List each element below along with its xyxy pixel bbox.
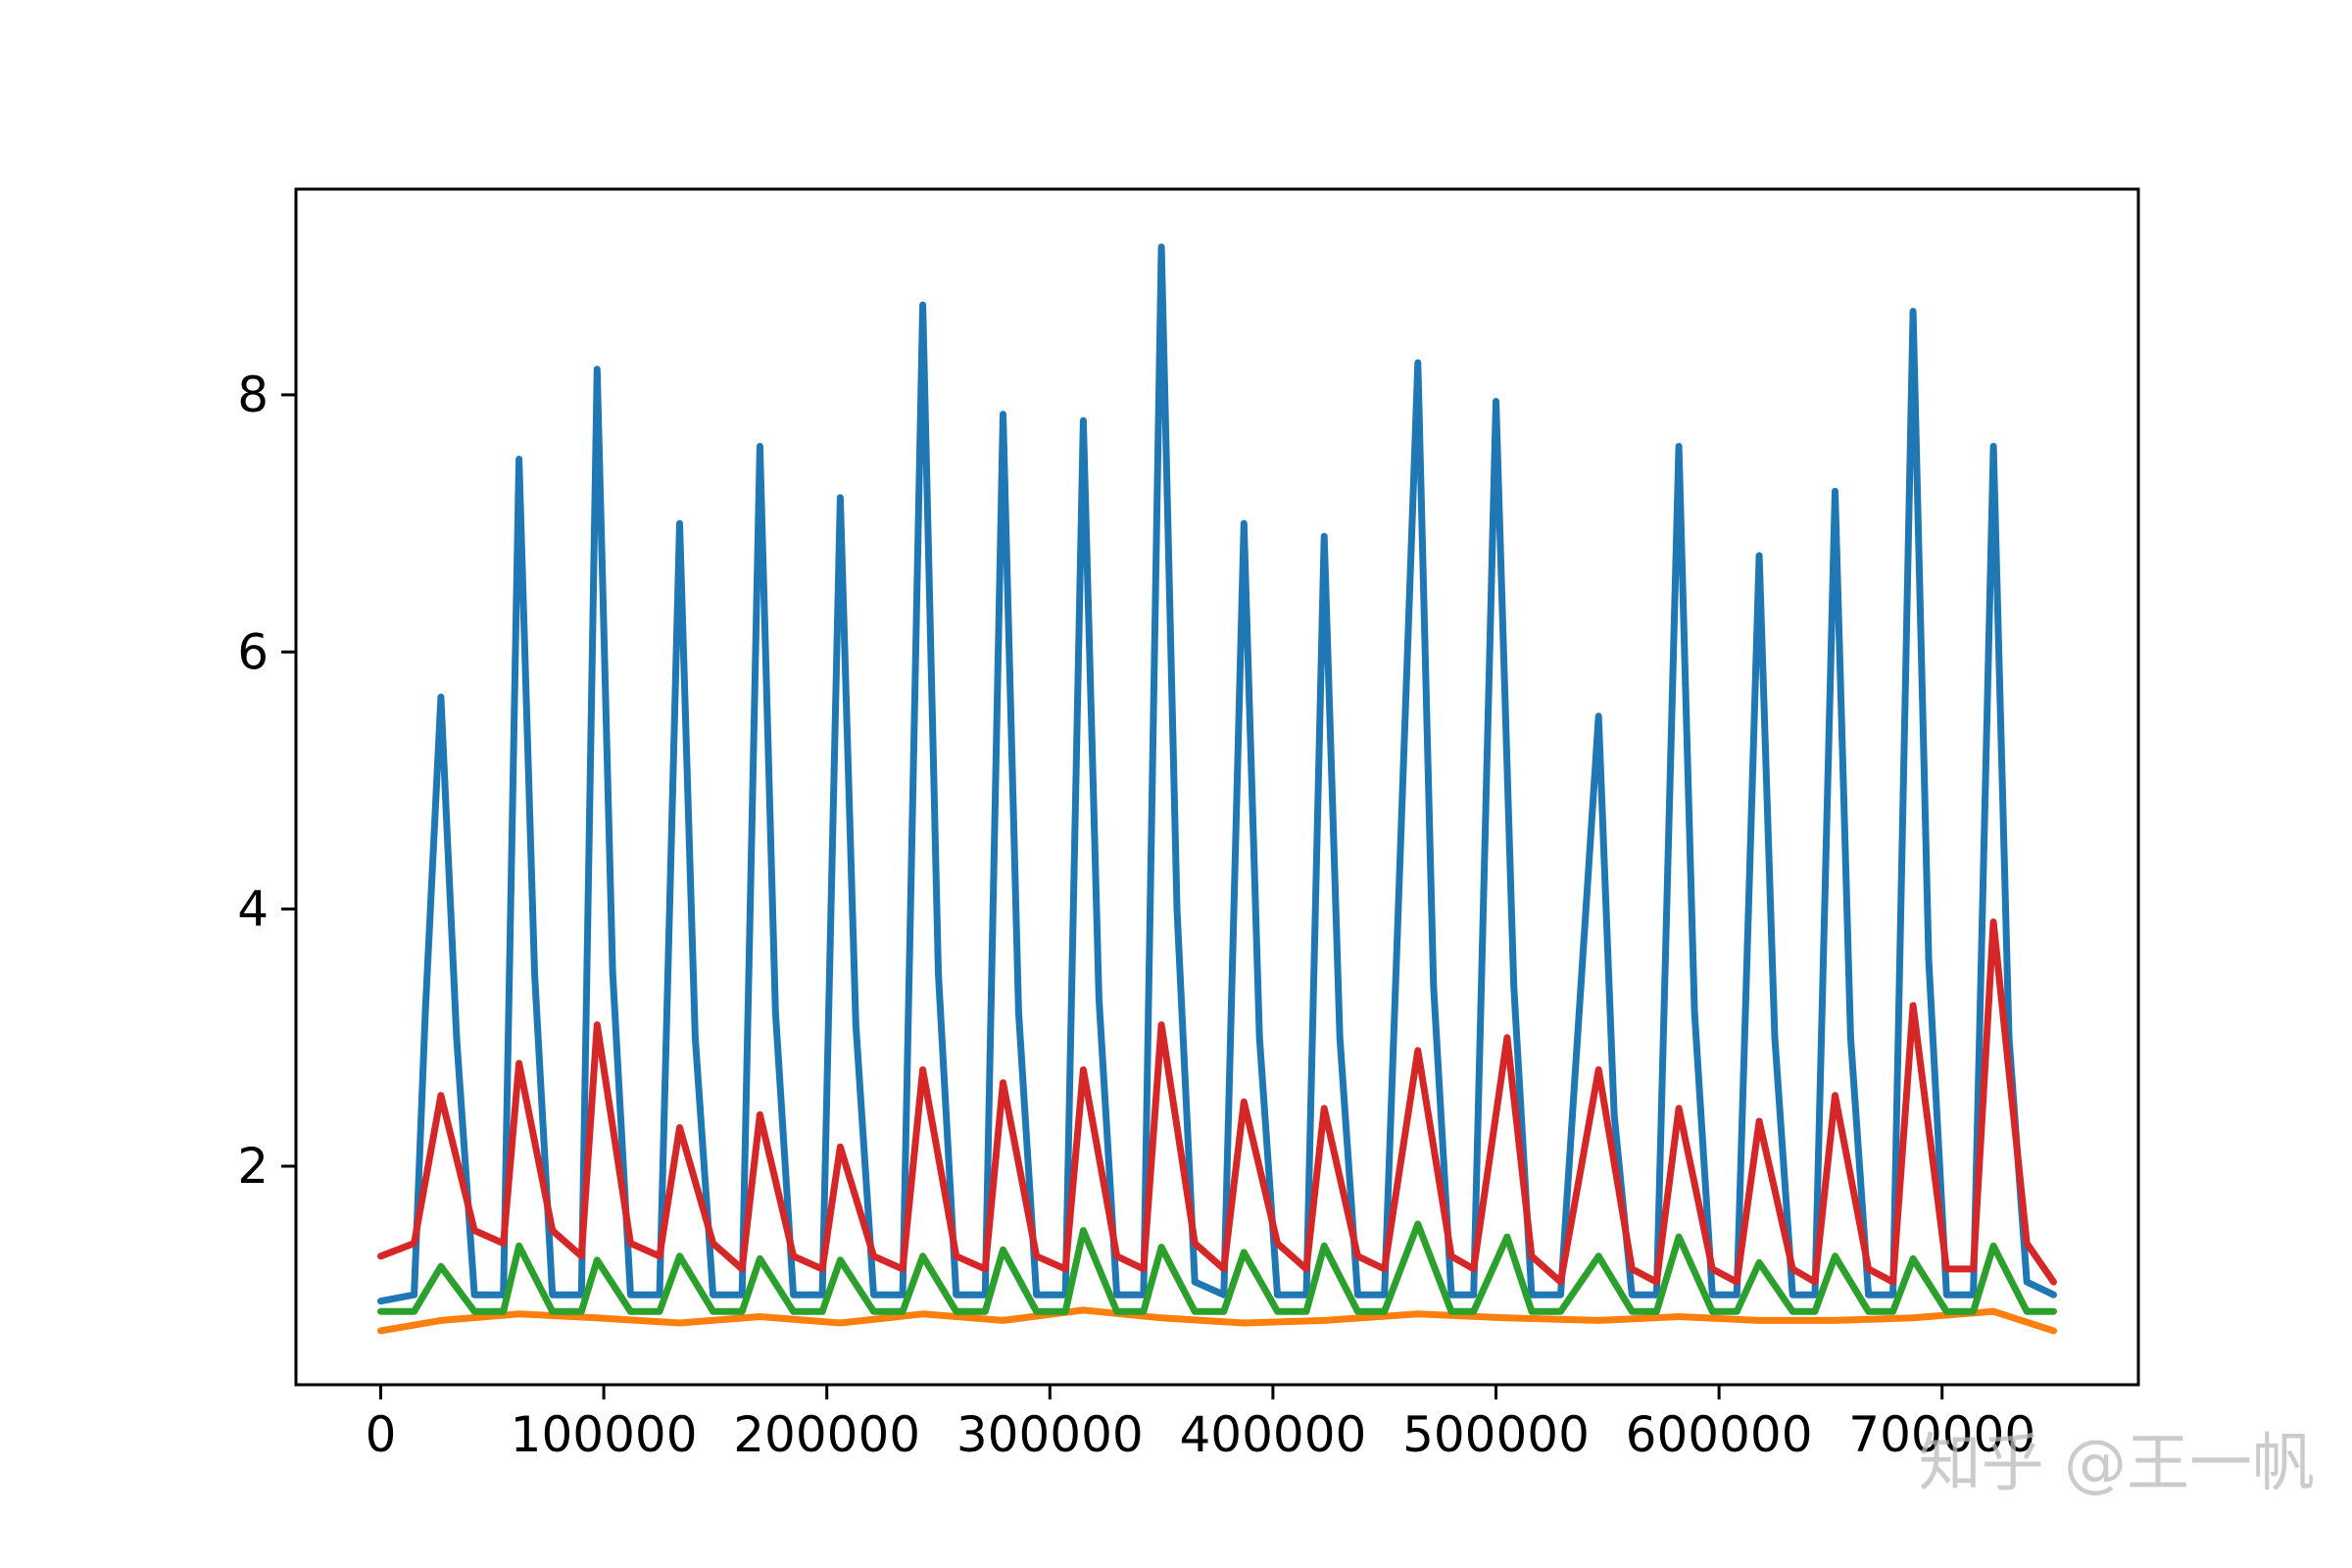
y-tick-label: 2 <box>237 1138 269 1195</box>
y-tick-label: 6 <box>237 623 269 680</box>
y-tick-label: 4 <box>237 881 269 938</box>
plot-frame <box>294 187 2140 1387</box>
x-tick-label: 500000 <box>1402 1406 1590 1463</box>
x-tick-label: 700000 <box>1848 1406 2035 1463</box>
y-axis: 2 4 6 8 <box>237 367 296 1195</box>
x-tick-label: 400000 <box>1179 1406 1366 1463</box>
watermark: 知乎 @王一帆 <box>1918 1428 2315 1500</box>
x-tick-label: 200000 <box>733 1406 920 1463</box>
series-line-1 <box>377 243 2057 1305</box>
series-line-3 <box>377 1220 2057 1315</box>
series-line-4 <box>377 918 2057 1286</box>
x-tick-label: 100000 <box>511 1406 698 1463</box>
x-tick-label: 300000 <box>956 1406 1144 1463</box>
x-axis: 0 100000 200000 300000 400000 500000 600000 700… <box>366 1385 2035 1463</box>
x-tick-label: 0 <box>366 1406 397 1463</box>
x-tick-label: 600000 <box>1626 1406 1813 1463</box>
series-layer <box>377 243 2057 1335</box>
series-line-2 <box>377 1306 2057 1335</box>
y-tick-label: 8 <box>237 367 269 423</box>
